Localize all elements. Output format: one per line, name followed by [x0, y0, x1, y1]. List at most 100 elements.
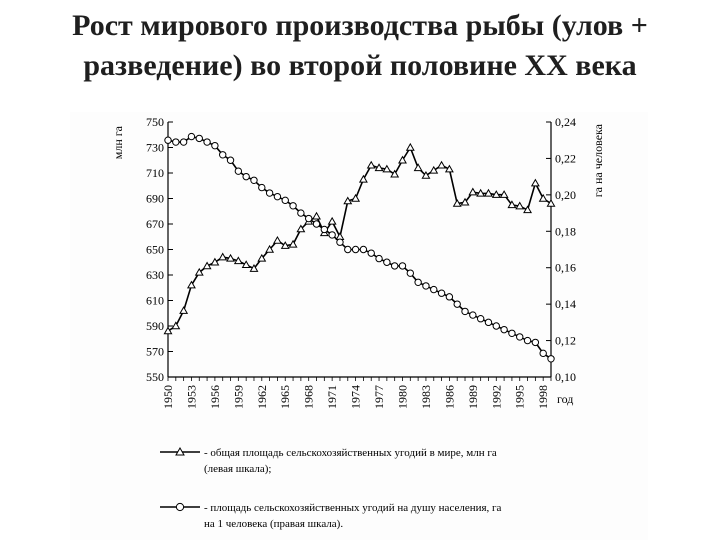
y-right-axis-title: га на человека: [591, 123, 605, 197]
x-tick-label: 1974: [349, 385, 363, 409]
x-tick-label: 1998: [536, 385, 550, 409]
series-1-point: [530, 178, 540, 187]
series-1-point: [366, 160, 376, 169]
series-1-point: [233, 256, 243, 265]
series-2-point: [398, 262, 407, 270]
series-2-point: [383, 258, 391, 266]
series-1-point: [382, 164, 392, 173]
series-2-point: [304, 214, 313, 223]
y-left-tick-label: 750: [146, 115, 164, 129]
series-1-point: [210, 257, 220, 266]
series-2-point: [312, 220, 321, 228]
series-2-point: [437, 289, 446, 297]
legend-circle-marker: [175, 502, 185, 512]
x-tick-label: 1968: [302, 385, 316, 409]
series-2-point: [516, 333, 524, 341]
series-1-point: [413, 163, 423, 172]
series-2-point: [508, 329, 516, 337]
series-1-point: [288, 239, 298, 248]
series-1-point: [515, 201, 525, 210]
series-2-point: [203, 138, 211, 146]
series-2-point: [422, 282, 430, 290]
slide-title-line-1: Рост мирового производства рыбы (улов +: [72, 9, 648, 42]
series-2-point: [250, 176, 258, 184]
series-1-point: [538, 193, 548, 202]
chart-figure: 750 730 710 690 670 650 630 610 590 570 550 0,24 0,2…: [70, 112, 648, 540]
series-1-point: [351, 193, 361, 202]
legend-triangle-marker: [175, 446, 185, 456]
series-1-point: [241, 260, 251, 268]
series-1-point: [218, 252, 228, 261]
x-tick-label: 1962: [255, 385, 269, 409]
series-2-point: [258, 183, 266, 192]
series-2-point: [445, 293, 454, 301]
y-right-tick-label: 0,18: [555, 224, 576, 238]
series-2-point: [351, 245, 360, 254]
series-2-point: [172, 138, 180, 146]
series-2-point: [226, 156, 235, 164]
legend-entry-2-line-1: - площадь сельскохозяйственных угодий на…: [204, 502, 502, 514]
series-1-point: [202, 261, 212, 270]
series-2-point: [476, 315, 485, 323]
series-1-point: [194, 267, 204, 276]
series-2-point: [289, 202, 297, 210]
y-left-tick-label: 550: [146, 370, 164, 384]
y-right-tick-label: 0,10: [555, 370, 576, 384]
y-left-tick-label: 690: [146, 192, 164, 206]
legend-entry-1-line-2: (левая шкала);: [204, 463, 272, 475]
series-2-point: [328, 231, 336, 239]
series-1-point: [265, 244, 275, 253]
series-1-point: [390, 169, 400, 178]
series-1-point: [296, 224, 306, 233]
series-2-point: [187, 132, 196, 141]
slide-title-line-2: разведение) во второй половине XX века: [83, 49, 637, 82]
series-2-point: [242, 172, 250, 181]
series-1-point: [476, 188, 486, 197]
y-right-tick-label: 0,22: [555, 151, 576, 165]
x-tick-label: 1959: [231, 385, 245, 409]
series-2-point: [320, 225, 329, 234]
series-2-point: [461, 307, 469, 316]
series-2-point: [492, 322, 500, 330]
series-1-point: [226, 253, 235, 262]
series-1-point: [437, 160, 447, 169]
y-left-tick-label: 710: [146, 166, 164, 180]
x-tick-label: 1953: [184, 385, 198, 409]
series-1-point: [405, 142, 415, 151]
x-axis-title: год: [557, 392, 573, 406]
x-tick-label: 1986: [442, 385, 456, 409]
y-right-tick-label: 0,24: [555, 115, 576, 129]
series-1-point: [507, 200, 517, 209]
y-left-tick-label: 730: [146, 141, 164, 155]
series-1-point: [546, 198, 556, 207]
series-2-point: [336, 238, 344, 246]
series-2-point: [500, 325, 508, 334]
y-left-tick-label: 570: [146, 345, 164, 359]
x-tick-label: 1983: [419, 385, 433, 409]
series-1-point: [249, 264, 259, 272]
series-2-point: [390, 262, 399, 270]
series-2-point: [359, 245, 368, 254]
y-left-tick-label: 630: [146, 268, 164, 282]
series-1-point: [280, 241, 290, 249]
chart-axes: 750 730 710 690 670 650 630 610 590 570 550 0,24 0,2…: [111, 115, 605, 409]
series-2-point: [430, 285, 438, 294]
x-tick-label: 1971: [325, 385, 339, 409]
legend-entry-1-line-1: - общая площадь сельскохозяйственных уго…: [204, 447, 497, 459]
y-right-tick-label: 0,14: [555, 297, 576, 311]
series-1-point: [491, 190, 501, 198]
series-2-point: [453, 300, 461, 308]
series-2-point: [523, 336, 532, 345]
legend-entry-2-line-2: на 1 человека (правая шкала).: [204, 518, 343, 530]
series-1-point: [186, 280, 196, 289]
series-1-point: [335, 232, 345, 240]
series-2-point: [539, 349, 547, 358]
series-2-point: [273, 192, 282, 201]
series-2-point: [234, 167, 243, 175]
x-tick-label: 1995: [513, 385, 527, 409]
series-1-point: [327, 216, 337, 225]
series-1-point: [312, 211, 321, 220]
series-2-point: [219, 151, 227, 159]
line-chart: 750 730 710 690 670 650 630 610 590 570 550 0,24 0,2…: [111, 115, 605, 530]
x-tick-label: 1950: [161, 385, 175, 409]
